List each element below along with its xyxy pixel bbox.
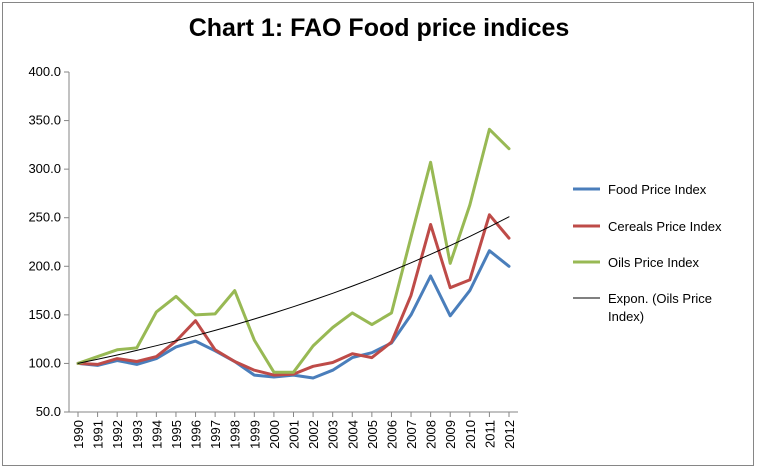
y-tick-label: 200.0 bbox=[28, 258, 61, 273]
x-tick-label: 1995 bbox=[169, 420, 184, 449]
x-tick-label: 1996 bbox=[189, 420, 204, 449]
x-tick-label: 2012 bbox=[502, 420, 517, 449]
y-tick-label: 300.0 bbox=[28, 161, 61, 176]
series-line-3 bbox=[76, 127, 511, 374]
chart-frame bbox=[2, 2, 754, 466]
x-tick-label: 2002 bbox=[306, 420, 321, 449]
x-tick-label: 2010 bbox=[463, 420, 478, 449]
y-tick-label: 400.0 bbox=[28, 64, 61, 79]
y-tick-label: 50.0 bbox=[36, 404, 61, 419]
x-axis: 1990 1991 1992 1993 1994 1995 1996 1997 1998 1999… bbox=[69, 411, 518, 449]
x-tick-label: 1999 bbox=[247, 420, 262, 449]
y-tick-label: 100.0 bbox=[28, 355, 61, 370]
legend-label: Oils Price Index bbox=[608, 255, 700, 270]
y-tick-label: 250.0 bbox=[28, 210, 61, 225]
y-tick-label: 350.0 bbox=[28, 113, 61, 128]
series-line-2 bbox=[76, 213, 511, 377]
x-tick-label: 1991 bbox=[91, 420, 106, 449]
x-tick-label: 2000 bbox=[267, 420, 282, 449]
legend-label: Cereals Price Index bbox=[608, 219, 722, 234]
x-tick-label: 2007 bbox=[404, 420, 419, 449]
x-tick-label: 2008 bbox=[424, 420, 439, 449]
x-tick-label: 1994 bbox=[149, 420, 164, 449]
trendline-oils bbox=[77, 216, 510, 364]
x-tick-label: 2001 bbox=[287, 420, 302, 449]
x-tick-label: 1992 bbox=[110, 420, 125, 449]
series-lines bbox=[76, 127, 511, 380]
legend: Food Price Index Cereals Price Index Oils … bbox=[573, 182, 722, 324]
y-axis: 50.0 100.0 150.0 200.0 250.0 300.0 350.0 400.0 bbox=[28, 64, 70, 419]
x-tick-label: 2011 bbox=[482, 420, 497, 448]
x-tick-label: 2009 bbox=[443, 420, 458, 449]
x-tick-label: 1993 bbox=[130, 420, 145, 449]
x-tick-label: 2005 bbox=[365, 420, 380, 449]
x-tick-label: 2004 bbox=[345, 420, 360, 449]
legend-label: Expon. (Oils Price Index) bbox=[608, 291, 712, 324]
x-tick-label: 2003 bbox=[326, 420, 341, 449]
y-tick-label: 150.0 bbox=[28, 307, 61, 322]
x-tick-label: 2006 bbox=[384, 420, 399, 449]
x-tick-label: 1998 bbox=[228, 420, 243, 449]
x-tick-label: 1997 bbox=[208, 420, 223, 449]
legend-label: Food Price Index bbox=[608, 182, 707, 197]
x-tick-label: 1990 bbox=[71, 420, 86, 449]
chart-title: Chart 1: FAO Food price indices bbox=[188, 14, 570, 42]
